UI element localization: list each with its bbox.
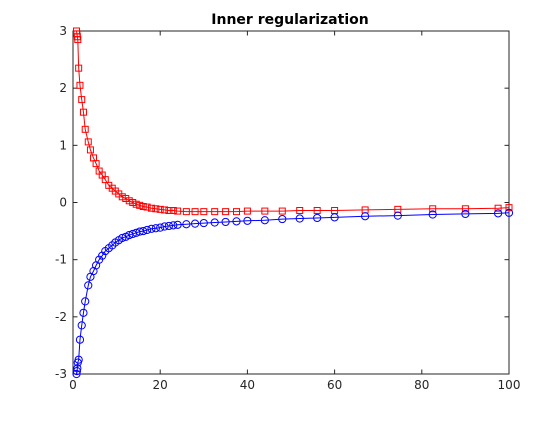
data-point-circle — [182, 220, 191, 229]
y-tick-label: -2 — [55, 310, 67, 324]
axis-ticks: 0 20 40 60 80 100 -3 -2 -1 0 1 2 3 — [55, 24, 520, 392]
data-point-circle — [151, 224, 160, 233]
data-point-circle — [74, 355, 83, 364]
data-point-circle — [169, 221, 178, 230]
x-tick-label: 20 — [153, 378, 168, 392]
y-tick-label: 3 — [59, 24, 67, 38]
data-point-circle — [72, 369, 81, 379]
data-point-square — [278, 207, 286, 215]
data-point-square — [78, 96, 86, 104]
data-point-square — [81, 125, 89, 133]
x-tick-label: 80 — [414, 378, 429, 392]
data-point-circle — [221, 217, 230, 227]
data-point-circle — [494, 209, 503, 218]
data-point-circle — [313, 213, 322, 223]
data-point-circle — [135, 227, 144, 236]
y-tick-label: 2 — [59, 81, 67, 95]
data-point-circle — [84, 281, 93, 290]
data-point-square — [461, 205, 469, 213]
data-point-circle — [278, 214, 287, 224]
data-point-square — [76, 81, 84, 89]
data-point-circle — [504, 208, 514, 217]
data-point-square — [152, 205, 160, 213]
data-point-circle — [232, 217, 241, 226]
data-point-circle — [295, 214, 304, 223]
data-point-circle — [160, 222, 169, 231]
series-layer — [72, 27, 514, 379]
data-point-circle — [75, 335, 85, 344]
data-point-square — [296, 207, 304, 215]
data-point-square — [161, 206, 169, 214]
data-point-circle — [77, 321, 86, 330]
y-tick-label: -1 — [55, 253, 67, 267]
data-point-circle — [73, 364, 82, 373]
data-point-square — [79, 108, 87, 116]
data-point-square — [233, 208, 240, 216]
data-point-circle — [118, 233, 127, 243]
data-point-square — [222, 208, 230, 216]
data-point-square — [169, 207, 177, 215]
data-point-square — [211, 208, 219, 216]
data-point-circle — [461, 209, 470, 219]
data-point-square — [174, 207, 182, 215]
data-point-circle — [260, 216, 269, 225]
data-point-square — [92, 160, 100, 168]
data-point-circle — [199, 218, 208, 228]
x-tick-label: 40 — [240, 378, 255, 392]
data-point-circle — [190, 219, 200, 228]
data-point-square — [86, 146, 94, 154]
data-point-circle — [361, 212, 370, 221]
data-point-circle — [428, 210, 437, 219]
data-point-square — [429, 205, 437, 213]
data-point-square — [84, 138, 92, 146]
plot-area — [72, 30, 510, 375]
data-point-circle — [143, 225, 152, 235]
data-point-circle — [139, 226, 148, 236]
chart-title: Inner regularization — [211, 12, 368, 28]
data-point-circle — [173, 220, 182, 229]
data-point-circle — [79, 308, 88, 317]
x-tick-label: 0 — [69, 378, 77, 392]
data-point-square — [143, 203, 151, 211]
data-point-square — [182, 208, 190, 216]
data-point-square — [139, 203, 147, 211]
data-point-circle — [330, 213, 339, 222]
data-point-square — [313, 207, 321, 215]
data-point-square — [165, 207, 173, 215]
data-point-circle — [164, 221, 174, 231]
data-point-circle — [393, 211, 402, 220]
data-point-square — [243, 207, 251, 215]
data-point-square — [505, 204, 513, 212]
data-point-square — [147, 204, 155, 212]
series-2 — [72, 208, 514, 379]
data-point-circle — [210, 218, 219, 227]
data-point-circle — [72, 367, 82, 376]
data-point-square — [261, 207, 269, 215]
y-tick-label: 1 — [59, 138, 67, 152]
series-1 — [72, 27, 513, 216]
y-tick-label: 0 — [59, 196, 67, 210]
data-point-square — [200, 208, 208, 216]
data-point-square — [75, 64, 83, 72]
data-point-square — [74, 36, 82, 44]
data-point-square — [191, 208, 199, 216]
x-tick-label: 60 — [327, 378, 342, 392]
data-point-circle — [156, 223, 165, 232]
data-point-circle — [81, 297, 90, 306]
data-point-square — [494, 204, 502, 212]
x-tick-label: 100 — [498, 378, 521, 392]
data-point-circle — [243, 216, 252, 225]
data-point-square — [156, 205, 164, 213]
y-tick-label: -3 — [55, 367, 67, 381]
data-point-circle — [147, 224, 156, 233]
